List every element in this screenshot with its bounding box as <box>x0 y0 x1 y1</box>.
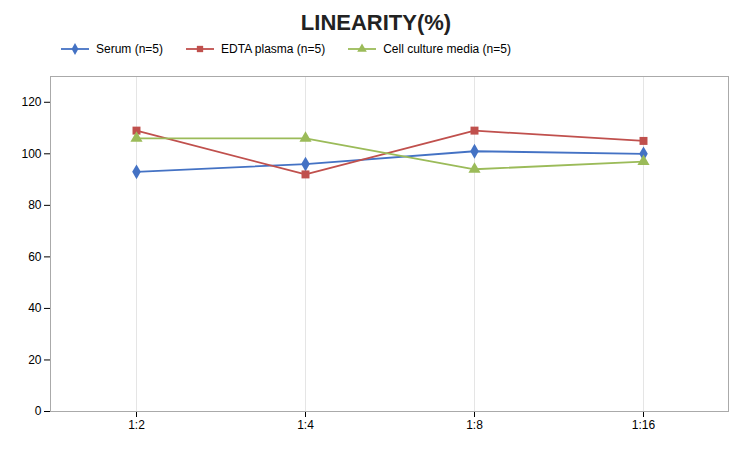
html-text:Serum (n=5): Serum (n=5) <box>96 42 163 56</box>
svg-text:40: 40 <box>28 301 42 315</box>
html-text:EDTA plasma (n=5): EDTA plasma (n=5) <box>221 42 326 56</box>
svg-text:60: 60 <box>28 250 42 264</box>
svg-text:1:4: 1:4 <box>297 418 314 432</box>
svg-text:1:16: 1:16 <box>632 418 656 432</box>
svg-text:20: 20 <box>28 353 42 367</box>
html-text:Cell culture media (n=5): Cell culture media (n=5) <box>383 42 511 56</box>
svg-text:1:2: 1:2 <box>128 418 145 432</box>
svg-text:1:8: 1:8 <box>466 418 483 432</box>
svg-text:80: 80 <box>28 198 42 212</box>
html-text:LINEARITY(%): LINEARITY(%) <box>300 10 452 35</box>
svg-text:100: 100 <box>21 147 41 161</box>
svg-text:0: 0 <box>35 404 42 418</box>
svg-text:120: 120 <box>21 95 41 109</box>
